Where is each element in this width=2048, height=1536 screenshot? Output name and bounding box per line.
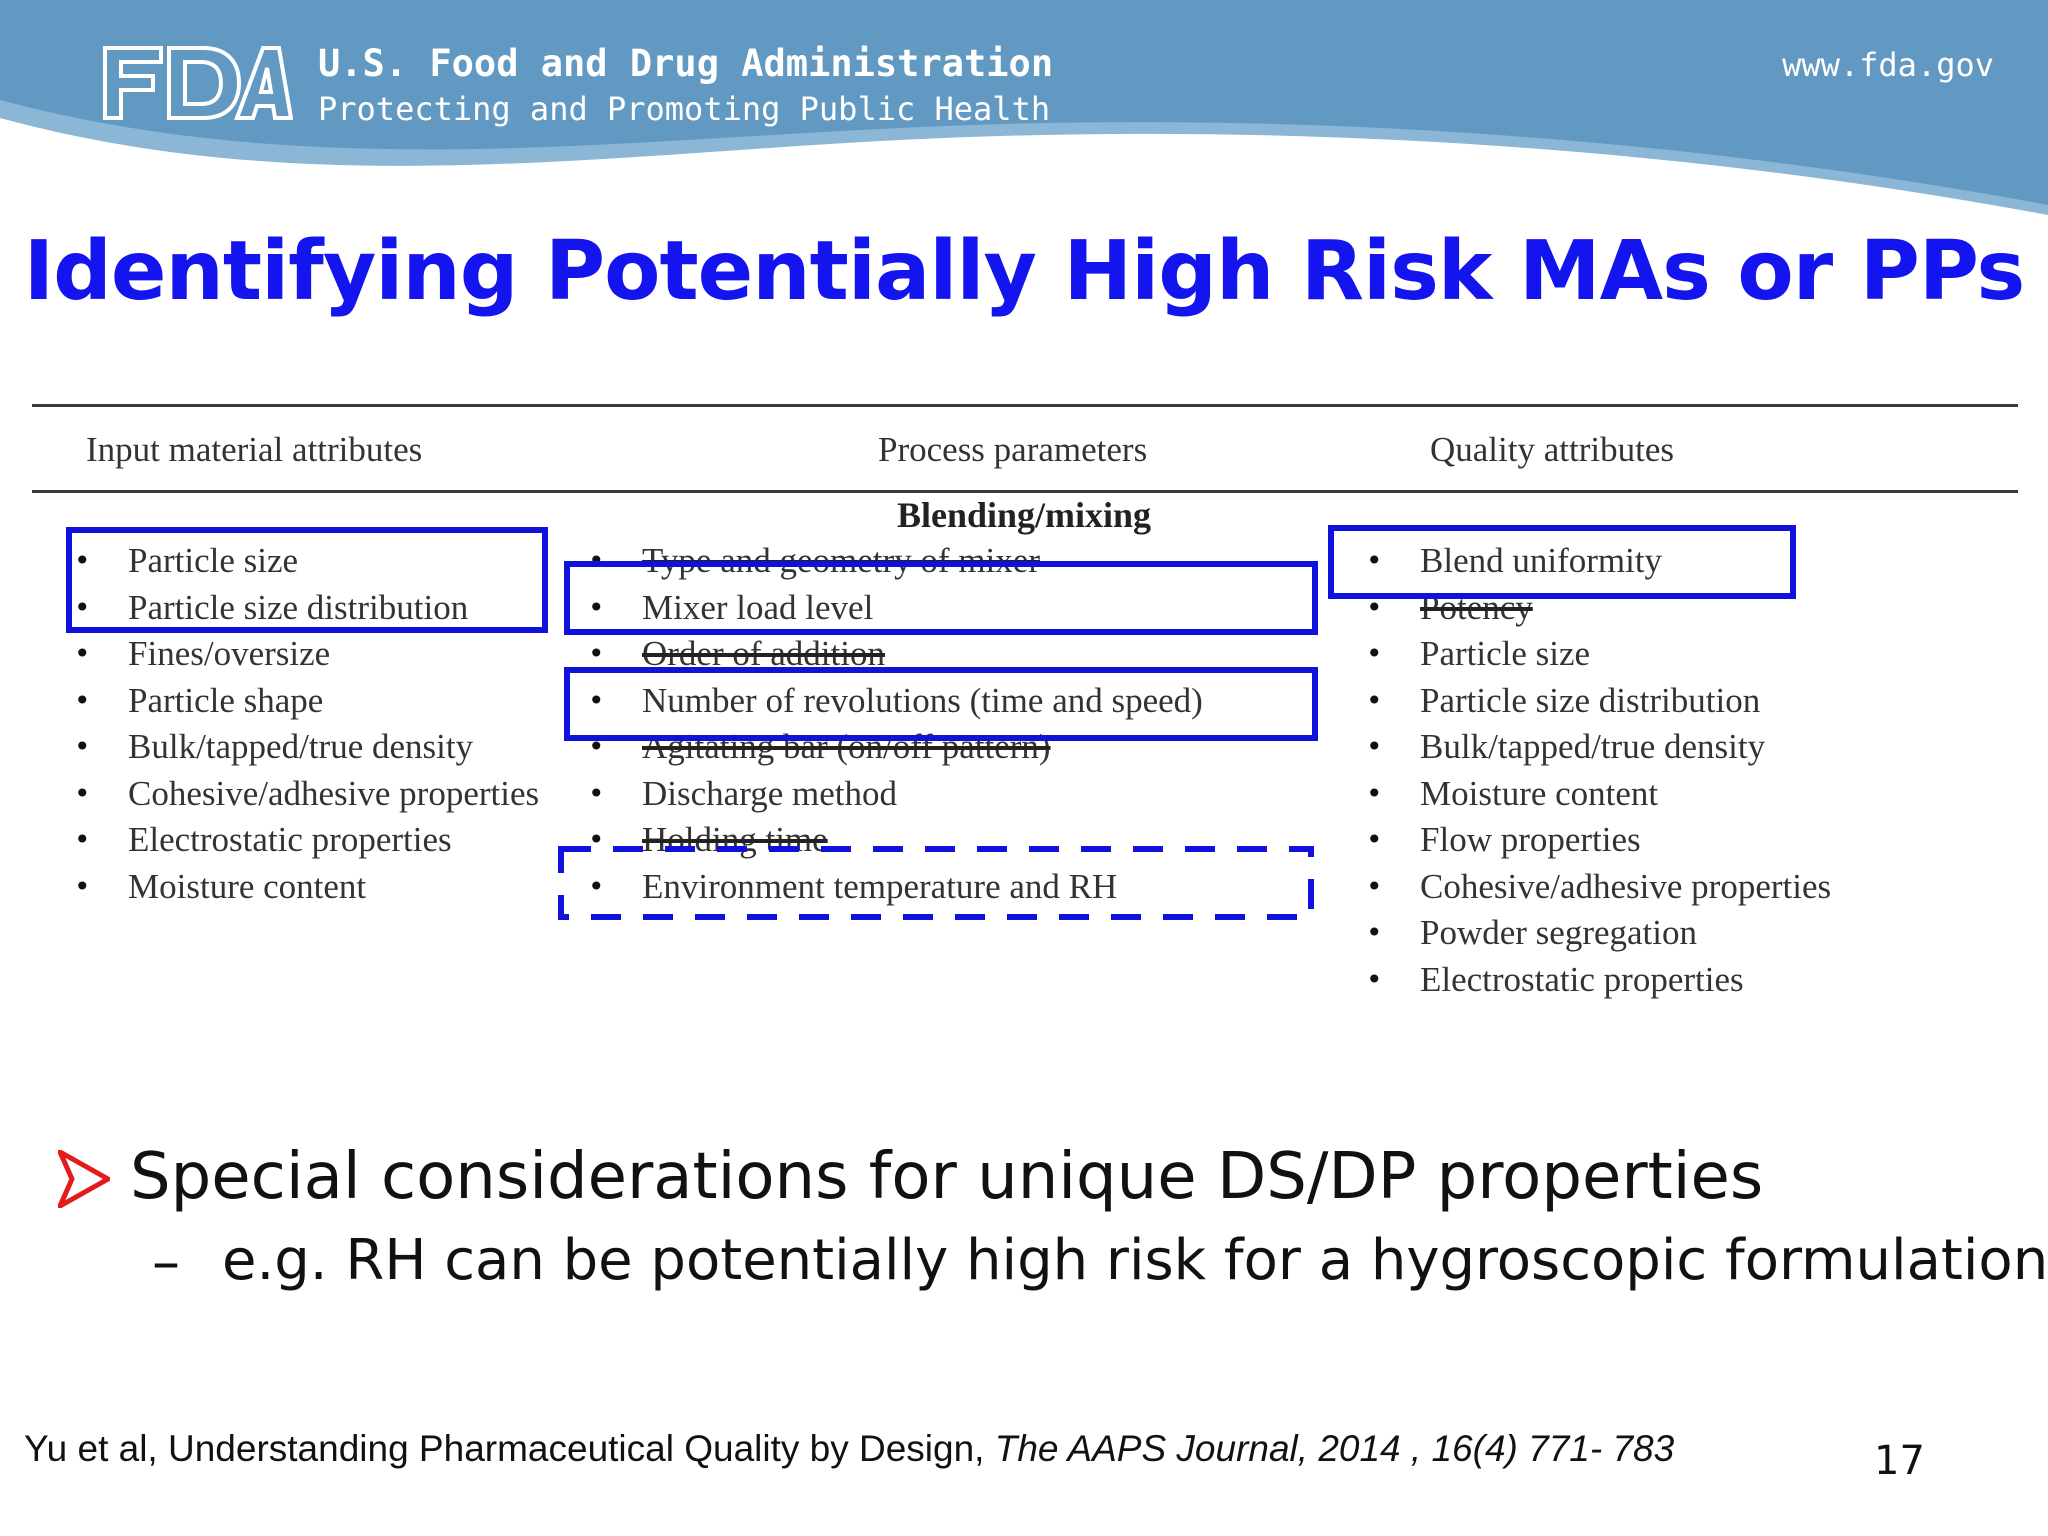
highlight-box-revolutions bbox=[564, 667, 1318, 741]
list-item: Bulk/tapped/true density bbox=[70, 724, 539, 771]
list-item: Agitating bar (on/off pattern) bbox=[584, 724, 1203, 771]
list-item: Particle size bbox=[70, 538, 539, 585]
process-parameters-list: Type and geometry of mixer Mixer load le… bbox=[584, 538, 1203, 910]
list-item: Mixer load level bbox=[584, 585, 1203, 632]
quality-attributes-list: Blend uniformity Potency Particle size P… bbox=[1362, 538, 1831, 1003]
list-item: Particle size distribution bbox=[70, 585, 539, 632]
struck-item-text: Agitating bar (on/off pattern) bbox=[642, 727, 1051, 766]
list-item: Electrostatic properties bbox=[70, 817, 539, 864]
agency-name: U.S. Food and Drug Administration bbox=[318, 42, 1054, 85]
table-header-rule bbox=[32, 490, 2018, 493]
arrow-bullet-icon bbox=[58, 1150, 110, 1208]
struck-item-text: Holding time bbox=[642, 820, 828, 859]
column-header-quality: Quality attributes bbox=[1430, 430, 1674, 469]
list-item: Powder segregation bbox=[1362, 910, 1831, 957]
list-item: Moisture content bbox=[1362, 771, 1831, 818]
main-bullet-text: Special considerations for unique DS/DP … bbox=[130, 1140, 1764, 1214]
citation-journal: The AAPS Journal, 2014 , 16(4) 771- 783 bbox=[994, 1428, 1675, 1469]
site-url[interactable]: www.fda.gov bbox=[1782, 46, 1994, 84]
list-item: Cohesive/adhesive properties bbox=[1362, 864, 1831, 911]
list-item: Order of addition bbox=[584, 631, 1203, 678]
struck-item-text: Type and geometry of mixer bbox=[642, 541, 1040, 580]
column-header-process: Process parameters bbox=[878, 430, 1148, 469]
struck-item-text: Order of addition bbox=[642, 634, 885, 673]
agency-tagline: Protecting and Promoting Public Health bbox=[318, 90, 1051, 128]
list-item: Moisture content bbox=[70, 864, 539, 911]
table-top-rule bbox=[32, 404, 2018, 407]
banner-wave-dark bbox=[0, 0, 2048, 205]
header-banner bbox=[0, 0, 2048, 215]
list-item: Bulk/tapped/true density bbox=[1362, 724, 1831, 771]
citation-authors: Yu et al, Understanding Pharmaceutical Q… bbox=[24, 1428, 995, 1469]
list-item: Particle size distribution bbox=[1362, 678, 1831, 725]
input-attributes-list: Particle size Particle size distribution… bbox=[70, 538, 539, 910]
list-item: Number of revolutions (time and speed) bbox=[584, 678, 1203, 725]
section-label-blending: Blending/mixing bbox=[896, 495, 1152, 535]
slide-title: Identifying Potentially High Risk MAs or… bbox=[23, 224, 2026, 319]
sub-bullet-dash: – bbox=[152, 1230, 180, 1295]
highlight-dashed-box-environment bbox=[558, 846, 1314, 920]
list-item: Cohesive/adhesive properties bbox=[70, 771, 539, 818]
list-item: Type and geometry of mixer bbox=[584, 538, 1203, 585]
list-item: Electrostatic properties bbox=[1362, 957, 1831, 1004]
page-number: 17 bbox=[1874, 1438, 1925, 1484]
list-item: Holding time bbox=[584, 817, 1203, 864]
highlight-box-mixer-load bbox=[564, 561, 1318, 635]
list-item: Discharge method bbox=[584, 771, 1203, 818]
list-item: Environment temperature and RH bbox=[584, 864, 1203, 911]
citation: Yu et al, Understanding Pharmaceutical Q… bbox=[24, 1428, 1674, 1470]
highlight-box-particle-size bbox=[66, 527, 548, 633]
column-header-input: Input material attributes bbox=[86, 430, 423, 469]
list-item: Flow properties bbox=[1362, 817, 1831, 864]
list-item: Fines/oversize bbox=[70, 631, 539, 678]
highlight-box-blend-uniformity bbox=[1328, 525, 1796, 599]
sub-bullet-text: e.g. RH can be potentially high risk for… bbox=[222, 1228, 2048, 1293]
list-item: Particle shape bbox=[70, 678, 539, 725]
list-item: Blend uniformity bbox=[1362, 538, 1831, 585]
list-item: Particle size bbox=[1362, 631, 1831, 678]
fda-logo bbox=[103, 46, 293, 120]
